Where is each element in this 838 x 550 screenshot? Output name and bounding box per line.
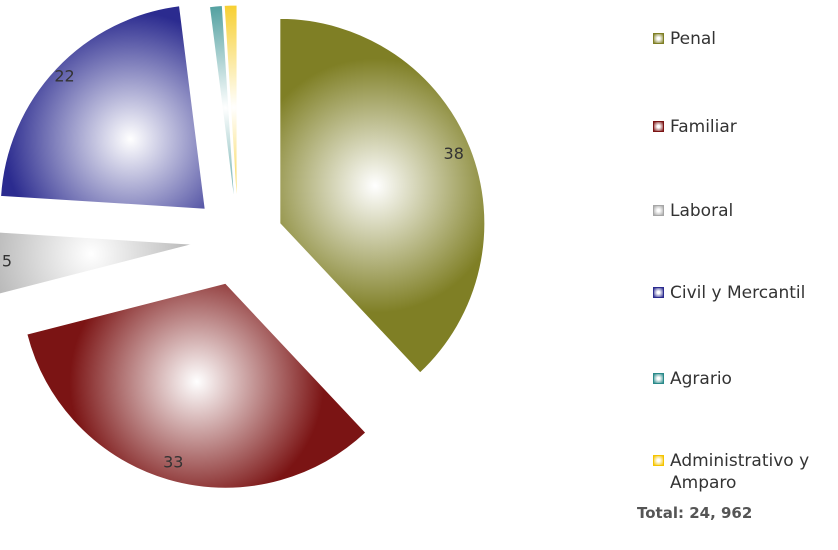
legend-label: Civil y Mercantil (670, 283, 806, 303)
pie-slice-familiar (26, 282, 367, 489)
legend-item-familiar: Familiar (650, 116, 838, 138)
pie-slice-administrativo-y-amparo (223, 4, 238, 211)
pie-slice-civil-y-mercantil (0, 5, 206, 210)
total-label: Total: 24, 962 (637, 504, 753, 522)
pie-slice-penal (279, 17, 486, 374)
legend-swatch (653, 33, 664, 44)
data-label-civil-y-mercantil: 22 (54, 67, 74, 86)
legend-label: Administrativo y Amparo (670, 451, 810, 493)
legend-item-civil-y-mercantil: Civil y Mercantil (650, 282, 838, 304)
legend-item-penal: Penal (650, 28, 838, 50)
pie-slice-agrario (208, 5, 236, 211)
data-label-penal: 38 (444, 144, 464, 163)
legend-swatch (653, 373, 664, 384)
pie-slice-laboral (0, 231, 194, 295)
legend-item-laboral: Laboral (650, 200, 838, 222)
legend-label: Laboral (670, 201, 734, 221)
data-label-familiar: 33 (163, 452, 183, 471)
legend-swatch (653, 455, 664, 466)
pie-chart: 383352211 (0, 4, 486, 489)
legend-item-administrativo-y-amparo: Administrativo y Amparo (650, 450, 838, 494)
legend-item-agrario: Agrario (650, 368, 838, 390)
legend-label: Agrario (670, 369, 732, 389)
legend-swatch (653, 287, 664, 298)
legend-swatch (653, 121, 664, 132)
data-label-laboral: 5 (2, 251, 12, 270)
legend-label: Penal (670, 29, 717, 49)
legend-label: Familiar (670, 117, 737, 137)
legend-swatch (653, 205, 664, 216)
